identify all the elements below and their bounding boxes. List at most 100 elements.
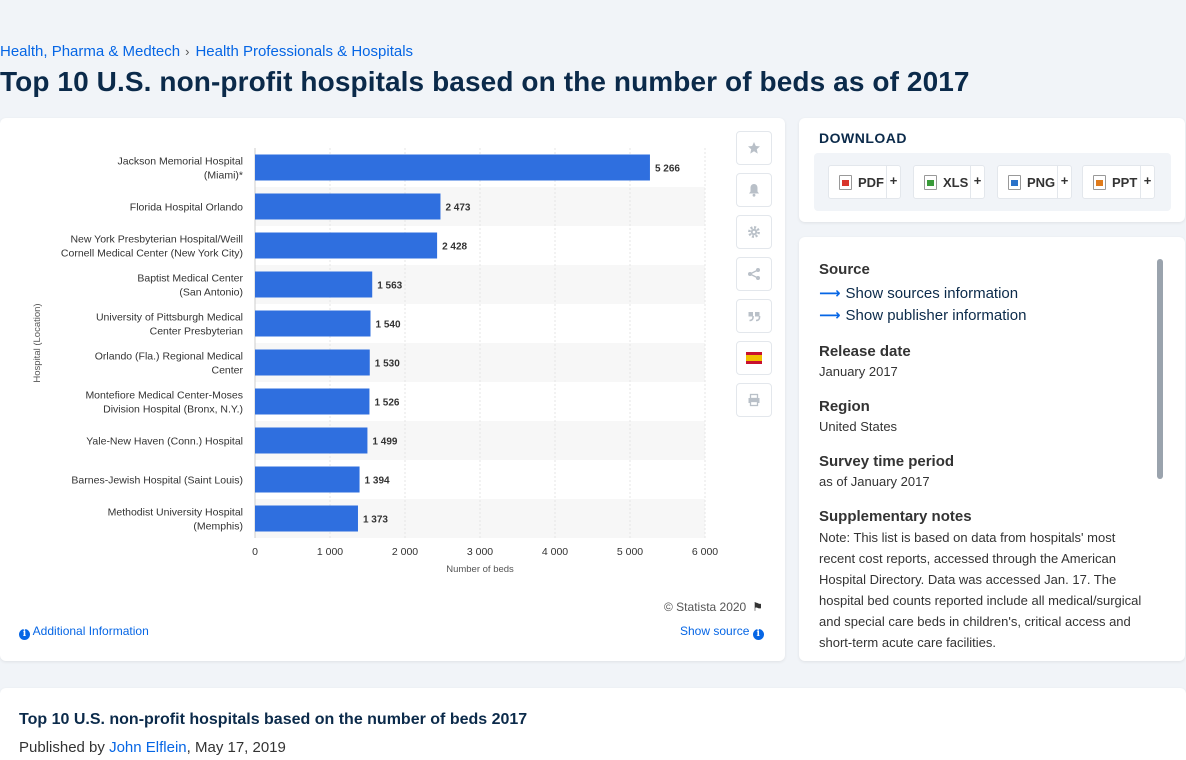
download-title: DOWNLOAD [819, 130, 907, 146]
region-value: United States [819, 419, 898, 434]
download-ppt-button[interactable]: PPT + [1082, 165, 1155, 199]
bar-chart: 5 266 Jackson Memorial Hospital (Miami)* 2 … [32, 148, 718, 575]
bar [255, 466, 360, 493]
download-xls-button[interactable]: XLS + [913, 165, 985, 199]
show-sources-link[interactable]: ⟶ Show sources information [819, 284, 1145, 302]
release-value: January 2017 [819, 364, 898, 379]
png-file-icon [1008, 174, 1021, 190]
category-label: New York Presbyterian Hospital/Weill Corn… [61, 234, 243, 260]
bar [255, 388, 370, 415]
published-date: , May 17, 2019 [186, 739, 286, 756]
bar [255, 154, 650, 181]
category-label: University of Pittsburgh Medical Center P… [96, 312, 243, 338]
category-label: Jackson Memorial Hospital (Miami)* [118, 156, 243, 182]
show-source-label: Show source [680, 624, 750, 638]
survey-value: as of January 2017 [819, 474, 930, 489]
print-icon[interactable] [736, 383, 772, 417]
download-buttons: PDF + XLS + PNG + PPT + [814, 153, 1171, 211]
bar [255, 427, 368, 454]
category-label: Orlando (Fla.) Regional Medical Center [95, 351, 244, 377]
download-png-button[interactable]: PNG + [997, 165, 1072, 199]
download-png-label: PNG [1027, 174, 1056, 190]
breadcrumb: Health, Pharma & Medtech › Health Professi… [0, 43, 413, 60]
survey-heading: Survey time period [819, 453, 955, 470]
value-label: 1 526 [374, 398, 399, 409]
value-label: 1 394 [365, 476, 390, 487]
chart-toolbar [736, 131, 772, 425]
y-axis-title: Hospital (Location) [32, 303, 43, 382]
xls-file-icon [924, 174, 937, 190]
download-card: DOWNLOAD PDF + XLS + PNG + PPT + [799, 118, 1185, 222]
category-label: Yale-New Haven (Conn.) Hospital [86, 436, 243, 448]
category-label: Methodist University Hospital (Memphis) [108, 507, 243, 533]
download-ppt-label: PPT [1112, 174, 1138, 190]
author-link[interactable]: John Elflein [109, 739, 187, 756]
copyright-text: © Statista 2020 [664, 600, 747, 614]
category-label: Barnes-Jewish Hospital (Saint Louis) [71, 475, 243, 487]
plus-icon[interactable]: + [1057, 166, 1071, 198]
value-label: 1 499 [372, 437, 397, 448]
source-heading: Source [819, 261, 870, 278]
breadcrumb-separator: › [185, 44, 190, 59]
value-label: 1 373 [363, 515, 388, 526]
download-pdf-button[interactable]: PDF + [828, 165, 901, 199]
supplementary-note: Note: This list is based on data from ho… [819, 530, 1142, 650]
x-tick-label: 5 000 [617, 546, 643, 558]
show-publisher-link[interactable]: ⟶ Show publisher information [819, 306, 1145, 324]
category-label: Montefiore Medical Center-Moses Division … [85, 390, 243, 416]
gear-icon[interactable] [736, 215, 772, 249]
bell-icon[interactable] [736, 173, 772, 207]
arrow-right-icon: ⟶ [819, 285, 841, 302]
show-publisher-label: Show publisher information [845, 307, 1027, 324]
statistic-title: Top 10 U.S. non-profit hospitals based o… [19, 711, 528, 728]
scrollbar-thumb[interactable] [1157, 259, 1163, 479]
x-tick-label: 6 000 [692, 546, 718, 558]
info-icon: i [19, 629, 30, 640]
additional-info-label: Additional Information [32, 624, 149, 638]
region-heading: Region [819, 398, 870, 415]
details-card: Source ⟶ Show sources information ⟶ Show p… [799, 237, 1185, 661]
value-label: 1 563 [377, 281, 402, 292]
plus-icon[interactable]: + [886, 166, 900, 198]
value-label: 2 473 [445, 203, 470, 214]
category-label: Baptist Medical Center (San Antonio) [137, 273, 243, 299]
breadcrumb-item-hospitals[interactable]: Health Professionals & Hospitals [195, 43, 414, 60]
breadcrumb-item-health[interactable]: Health, Pharma & Medtech [0, 43, 181, 60]
share-icon[interactable] [736, 257, 772, 291]
survey-section: Survey time period as of January 2017 [819, 453, 1145, 489]
x-axis-title: Number of beds [446, 564, 514, 575]
plus-icon[interactable]: + [970, 166, 984, 198]
top-bar [0, 0, 1186, 38]
bar [255, 310, 371, 337]
bar [255, 349, 370, 376]
star-icon[interactable] [736, 131, 772, 165]
value-label: 1 530 [375, 359, 400, 370]
arrow-right-icon: ⟶ [819, 307, 841, 324]
x-tick-label: 2 000 [392, 546, 418, 558]
chart-card: 5 266 Jackson Memorial Hospital (Miami)* 2 … [0, 118, 785, 661]
release-heading: Release date [819, 343, 911, 360]
additional-info-link[interactable]: i Additional Information [19, 624, 149, 640]
quote-icon[interactable] [736, 299, 772, 333]
x-tick-label: 1 000 [317, 546, 343, 558]
flag-icon[interactable]: ⚑ [752, 600, 763, 614]
release-section: Release date January 2017 [819, 343, 1145, 379]
published-line: Published by John Elflein, May 17, 2019 [19, 739, 286, 756]
value-label: 5 266 [655, 164, 680, 175]
value-label: 2 428 [442, 242, 467, 253]
bottom-card: Top 10 U.S. non-profit hospitals based o… [0, 688, 1186, 760]
source-section: Source ⟶ Show sources information ⟶ Show p… [819, 261, 1145, 324]
supplementary-heading: Supplementary notes [819, 508, 972, 525]
bar [255, 193, 441, 220]
bar [255, 232, 438, 259]
show-sources-label: Show sources information [845, 285, 1019, 302]
bar [255, 505, 358, 532]
x-tick-label: 0 [252, 546, 258, 558]
spanish-flag-icon[interactable] [736, 341, 772, 375]
supplementary-section: Supplementary notes Note: This list is b… [819, 508, 1145, 653]
plus-icon[interactable]: + [1140, 166, 1154, 198]
region-section: Region United States [819, 398, 1145, 434]
copyright: © Statista 2020 ⚑ [664, 600, 763, 614]
page-title: Top 10 U.S. non-profit hospitals based o… [0, 66, 970, 97]
show-source-link[interactable]: Show source i [680, 624, 764, 640]
